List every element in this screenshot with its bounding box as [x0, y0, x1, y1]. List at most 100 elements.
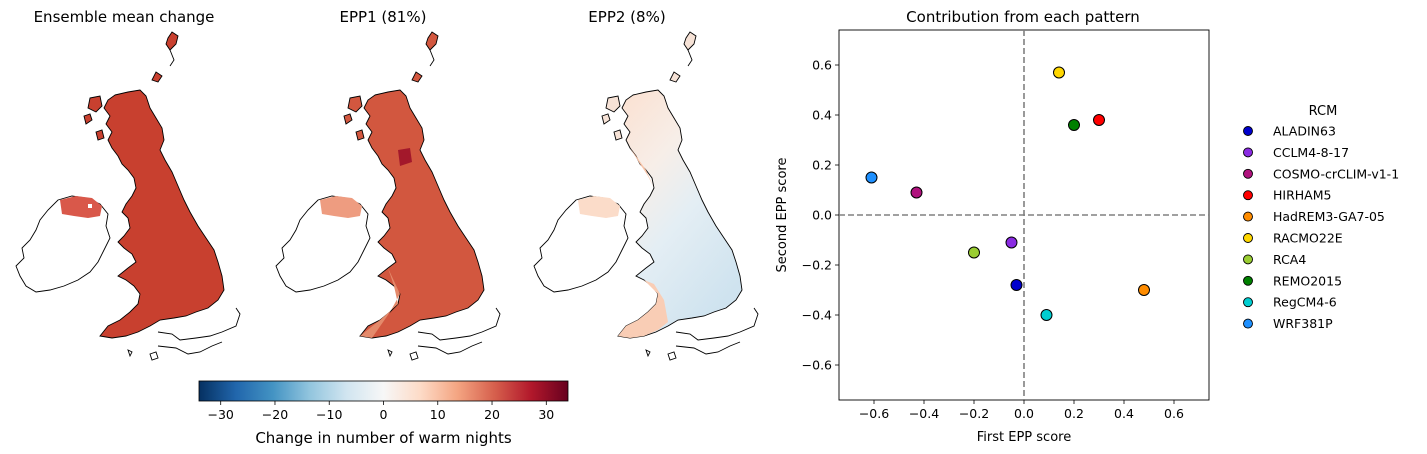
island-outline	[151, 71, 163, 83]
colorbar-tick-label: 10	[430, 407, 446, 422]
island-outline	[347, 95, 363, 113]
legend-marker	[1243, 297, 1253, 308]
colorbar-tick-label: −20	[262, 407, 288, 422]
island-outline	[95, 129, 105, 141]
data-points	[865, 66, 1150, 321]
island-outline	[645, 349, 651, 358]
island-outline	[411, 71, 423, 83]
x-axis-label: First EPP score	[977, 430, 1071, 445]
axis-ticks: −0.6 −0.4 −0.2 0.0 0.2 0.4 0.6 −0.6 −0.4 −0.2 0.0 0…	[802, 58, 1184, 422]
island-outline	[687, 49, 693, 67]
point-remo2015	[1068, 119, 1080, 131]
y-axis-label: Second EPP score	[775, 158, 790, 273]
south-west-warm-shading	[618, 280, 668, 338]
ireland-outline	[275, 195, 371, 293]
northern-ireland-shading	[578, 196, 620, 218]
legend-entry: ALADIN63	[1273, 124, 1336, 139]
legend-entry: COSMO-crCLIM-v1-1	[1273, 166, 1399, 181]
france-coastline	[675, 341, 741, 355]
legend-entry: WRF381P	[1273, 316, 1333, 331]
legend-entry: RACMO22E	[1273, 231, 1343, 246]
map-panel-epp2: EPP2 (8%)	[533, 8, 759, 361]
colorbar-tick-label: 20	[484, 407, 500, 422]
island-outline	[83, 113, 93, 125]
island-outline	[149, 351, 159, 361]
island-outline	[613, 129, 623, 141]
map-title: Ensemble mean change	[34, 8, 215, 26]
y-tick-label: −0.2	[802, 258, 832, 273]
x-tick-label: −0.2	[959, 406, 989, 421]
island-outline	[429, 49, 435, 67]
ireland-outline	[15, 195, 111, 293]
island-outline	[667, 351, 677, 361]
reference-lines	[839, 30, 1209, 400]
map-panel-ensemble-mean: Ensemble mean change	[15, 8, 241, 361]
colorbar-ticks: −30 −20 −10 0 10 20 30	[208, 401, 554, 422]
point-cclm4-8-17	[1005, 236, 1018, 249]
france-coastline	[157, 307, 241, 341]
x-tick-label: 0.2	[1064, 406, 1084, 421]
island-outline	[605, 95, 621, 113]
map-title: EPP2 (8%)	[588, 8, 665, 26]
north-dark-shading	[398, 148, 412, 166]
france-coastline	[157, 341, 223, 355]
colorbar-tick-label: −10	[316, 407, 342, 422]
legend-entry: HadREM3-GA7-05	[1273, 209, 1385, 224]
y-tick-label: −0.6	[802, 358, 832, 373]
x-tick-label: −0.4	[909, 406, 939, 421]
island-outline	[165, 31, 179, 51]
chart-title: Contribution from each pattern	[906, 8, 1140, 26]
island-outline	[425, 31, 439, 51]
legend-marker	[1243, 318, 1253, 329]
point-aladin63	[1010, 279, 1023, 291]
y-tick-label: 0.6	[812, 58, 832, 73]
france-coastline	[417, 341, 483, 355]
great-britain-shaded	[617, 89, 743, 339]
great-britain-shaded	[359, 89, 485, 339]
point-rca4	[968, 246, 980, 259]
legend-marker	[1243, 254, 1253, 265]
x-tick-label: −0.6	[859, 406, 889, 421]
legend-marker	[1243, 233, 1253, 243]
colorbar: −30 −20 −10 0 10 20 30 Change in number of war…	[198, 380, 569, 447]
y-tick-label: 0.2	[812, 158, 832, 173]
colorbar-tick-label: 0	[380, 407, 388, 422]
legend: RCM ALADIN63 CCLM4-8-17 COSMO-crCLIM-v1-1 H…	[1243, 104, 1399, 331]
y-tick-label: 0.0	[812, 208, 832, 223]
legend-entry: REMO2015	[1273, 273, 1342, 288]
legend-marker	[1243, 190, 1253, 201]
island-outline	[127, 349, 133, 358]
colorbar-tick-label: 30	[538, 407, 554, 422]
colorbar-gradient	[198, 380, 569, 402]
y-tick-label: 0.4	[812, 108, 832, 123]
ireland-outline	[533, 195, 629, 293]
point-racmo22e	[1053, 66, 1065, 79]
x-tick-label: 0.6	[1164, 406, 1184, 421]
x-tick-label: 0.0	[1014, 406, 1034, 421]
island-outline	[601, 113, 611, 125]
island-outline	[169, 49, 175, 67]
island-outline	[343, 113, 353, 125]
france-coastline	[675, 307, 759, 341]
island-outline	[669, 71, 681, 83]
legend-entry: HIRHAM5	[1273, 188, 1331, 203]
colorbar-label: Change in number of warm nights	[255, 429, 512, 447]
y-tick-label: −0.4	[802, 308, 832, 323]
island-outline	[355, 129, 365, 141]
point-hadrem3-ga7-05	[1138, 284, 1150, 296]
missing-cell	[88, 204, 92, 208]
map-panel-epp1: EPP1 (81%)	[275, 8, 501, 361]
legend-entry: RCA4	[1273, 252, 1306, 267]
legend-marker	[1243, 211, 1253, 222]
legend-entry: CCLM4-8-17	[1273, 145, 1349, 160]
point-hirham5	[1093, 114, 1105, 126]
point-cosmo-crclim-v1-1	[910, 186, 923, 199]
south-west-shading	[360, 268, 400, 338]
scatter-chart: Contribution from each pattern −0.6 −0.4−…	[775, 8, 1210, 445]
great-britain-shaded	[99, 89, 225, 339]
northern-ireland-shading	[60, 196, 102, 218]
northern-ireland-shading	[320, 196, 362, 218]
legend-entry: RegCM4-6	[1273, 295, 1337, 310]
point-wrf381p	[865, 171, 878, 184]
x-tick-label: 0.4	[1114, 406, 1134, 421]
